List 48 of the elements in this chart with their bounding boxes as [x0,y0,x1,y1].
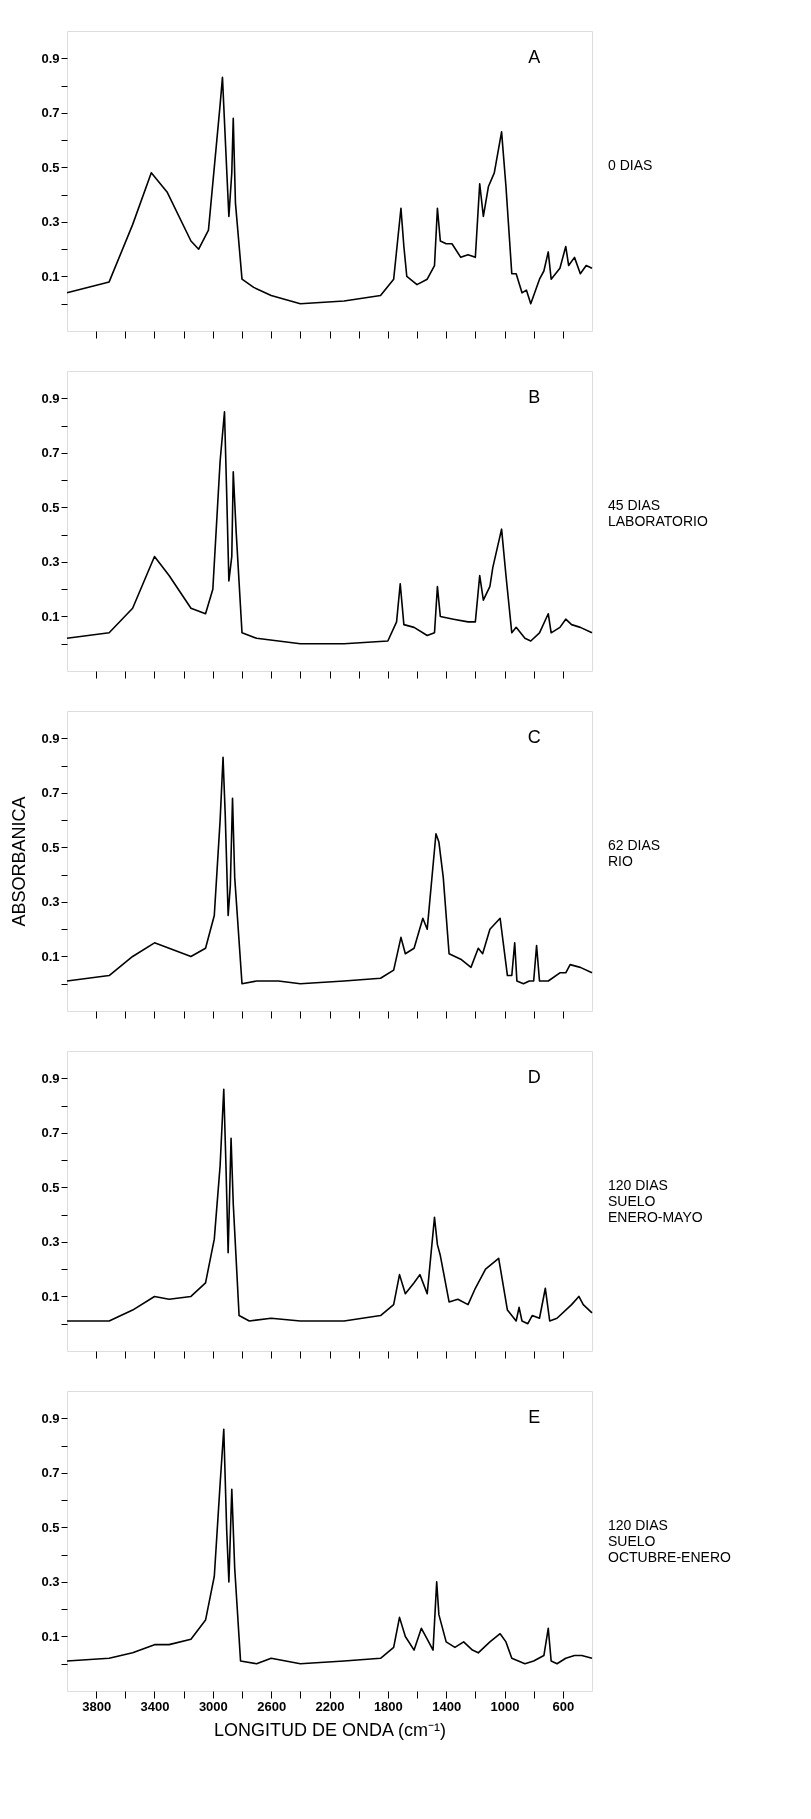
annotation: A [528,47,541,67]
text: 120 DIAS SUELO OCTUBRE-ENERO [608,1517,732,1565]
x-tick-label: 600 [552,1698,575,1714]
text: 0 DIAS [608,157,653,173]
annotation: C [527,727,541,747]
y-tick-label: 0.9 [41,50,60,66]
y-axis-title: ABSORBANICA [9,796,30,927]
y-tick-label: 0.1 [41,1628,60,1644]
y-tick-label: 0.5 [41,499,60,515]
y-tick-label: 0.3 [41,894,60,910]
x-tick-label: 3000 [198,1698,228,1714]
y-tick-label: 0.3 [41,1574,60,1590]
text: 120 DIAS SUELO ENERO-MAYO [608,1177,703,1225]
y-tick-label: 0.5 [41,1519,60,1535]
x-tick-label: 3400 [140,1698,170,1714]
y-tick-label: 0.7 [41,785,60,801]
y-tick-label: 0.3 [41,554,60,570]
y-tick-label: 0.9 [41,390,60,406]
x-tick-label: 2200 [315,1698,345,1714]
y-tick-label: 0.7 [41,445,60,461]
y-tick-label: 0.9 [41,1410,60,1426]
y-tick-label: 0.5 [41,839,60,855]
y-tick-label: 0.9 [41,1070,60,1086]
y-tick-label: 0.1 [41,268,60,284]
y-tick-label: 0.5 [41,1179,60,1195]
x-tick-label: 1400 [432,1698,462,1714]
y-tick-label: 0.9 [41,730,60,746]
y-tick-label: 0.1 [41,608,60,624]
text: 45 DIAS LABORATORIO [608,497,708,529]
x-tick-label: 1800 [373,1698,403,1714]
annotation: D [527,1067,541,1087]
line-series [66,411,593,645]
y-tick-label: 0.5 [41,159,60,175]
y-tick-label: 0.1 [41,1288,60,1304]
line-series [66,76,593,305]
x-tick-label: 2600 [257,1698,287,1714]
annotation: E [528,1407,541,1427]
y-tick-label: 0.7 [41,105,60,121]
x-tick-label: 1000 [490,1698,520,1714]
x-axis-title: LONGITUD DE ONDA (cm⁻¹) [213,1719,447,1740]
y-tick-label: 0.3 [41,214,60,230]
annotation: B [528,387,541,407]
y-tick-label: 0.7 [41,1465,60,1481]
x-tick-label: 3800 [82,1698,112,1714]
y-tick-label: 0.7 [41,1125,60,1141]
text: 62 DIAS RIO [608,837,661,869]
y-tick-label: 0.3 [41,1234,60,1250]
y-tick-label: 0.1 [41,948,60,964]
